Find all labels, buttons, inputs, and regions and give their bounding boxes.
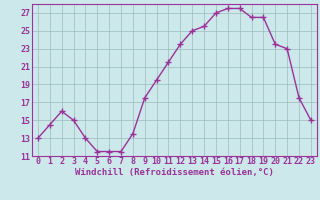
X-axis label: Windchill (Refroidissement éolien,°C): Windchill (Refroidissement éolien,°C) [75, 168, 274, 177]
